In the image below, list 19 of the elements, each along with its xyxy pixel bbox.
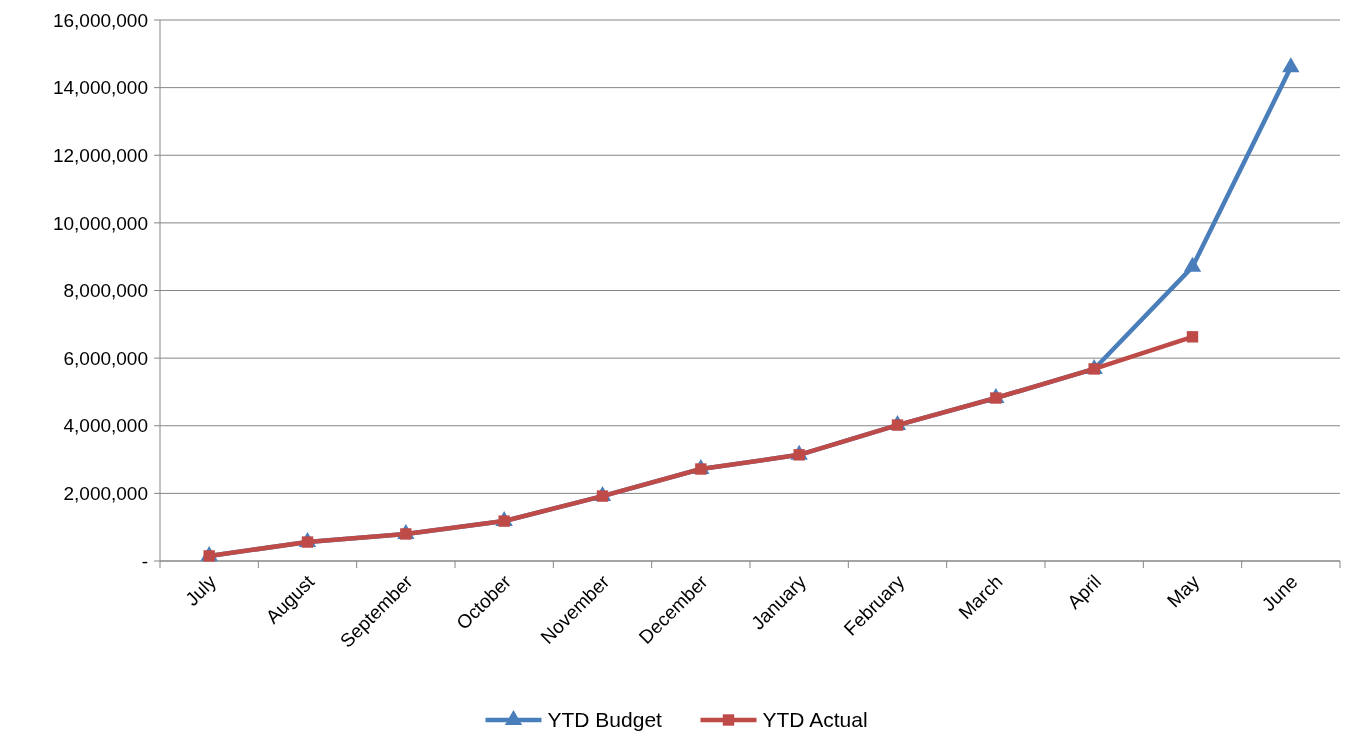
y-tick-label: 8,000,000 [63, 280, 148, 302]
y-tick-label: - [141, 550, 148, 572]
point [301, 536, 314, 548]
point [1183, 256, 1202, 272]
y-tick-label: 16,000,000 [52, 9, 148, 31]
legend-label: YTD Budget [547, 708, 663, 732]
x-tick-label: May [1163, 570, 1204, 612]
y-tick-label: 4,000,000 [63, 415, 148, 437]
point [1282, 57, 1300, 73]
y-tick-label: 2,000,000 [63, 483, 148, 505]
legend-label: YTD Actual [762, 708, 868, 732]
point [891, 419, 904, 431]
point [596, 490, 609, 502]
y-tick-label: 6,000,000 [63, 347, 148, 369]
y-tick-label: 14,000,000 [52, 77, 148, 99]
point [1186, 331, 1199, 343]
y-tick-label: 10,000,000 [52, 212, 148, 234]
x-tick-label: July [181, 570, 221, 610]
y-tick-label: 12,000,000 [52, 144, 148, 166]
